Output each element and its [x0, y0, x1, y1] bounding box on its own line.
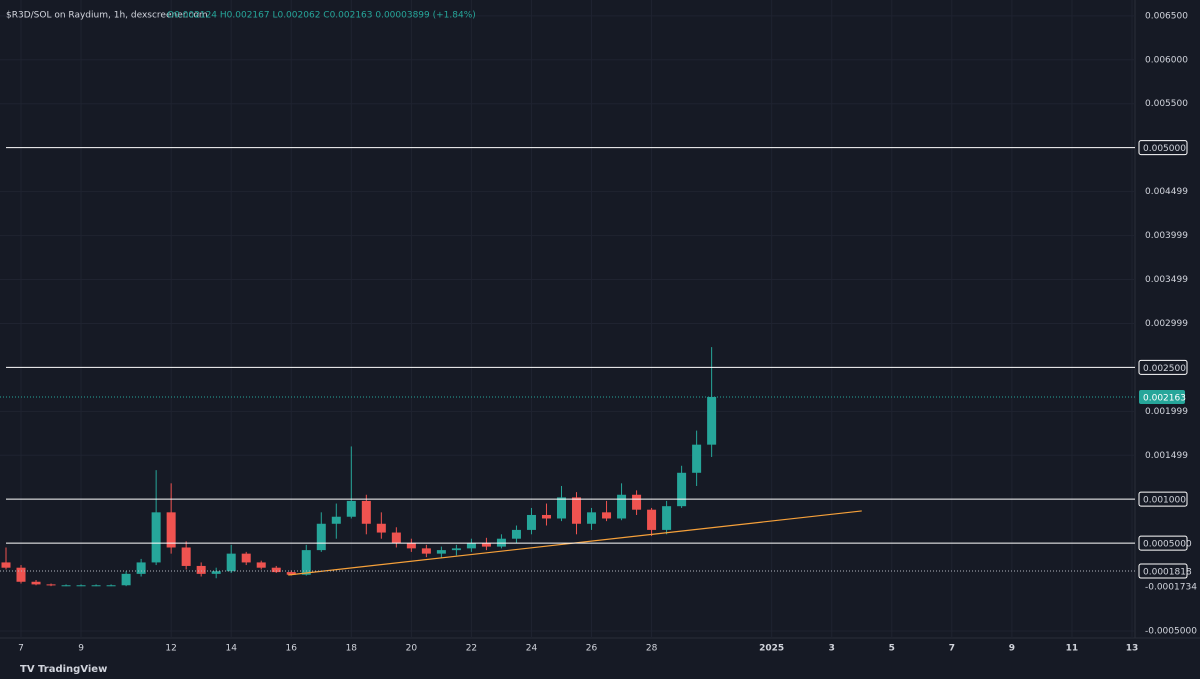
y-tick-label: 0.006000 — [1145, 55, 1188, 65]
candle-body — [481, 543, 491, 547]
candle-body — [617, 494, 627, 519]
candle-body — [602, 512, 612, 519]
candle-body — [271, 567, 281, 573]
candle-body — [421, 548, 431, 554]
last-price-label: 0.002163 — [1143, 393, 1186, 403]
candle-body — [587, 512, 597, 524]
y-tick-label: 0.003499 — [1145, 275, 1188, 285]
candle-body — [256, 562, 266, 568]
candle-body — [106, 585, 116, 587]
candle-body — [181, 547, 191, 566]
candle-body — [76, 585, 86, 587]
candle-body — [16, 567, 26, 582]
candle-body — [647, 509, 657, 530]
level-label: 0.005000 — [1143, 144, 1186, 154]
candle-body — [436, 550, 446, 554]
chart-title: $R3D/SOL on Raydium, 1h, dexscreener.com — [6, 11, 208, 21]
y-tick-label: -0.0005000 — [1145, 626, 1197, 636]
candle-body — [301, 550, 311, 575]
candle-body — [196, 565, 206, 574]
level-label: 0.002500 — [1143, 364, 1186, 374]
candle-body — [286, 572, 296, 575]
x-tick-label: 7 — [18, 644, 24, 654]
x-tick-label: 5 — [889, 644, 895, 654]
candle-body — [451, 548, 461, 551]
last-price-box — [1139, 389, 1185, 404]
low-label: -0.0001734 — [1145, 583, 1197, 593]
candle-body — [662, 506, 672, 530]
candle-body — [692, 444, 702, 473]
candle-body — [541, 514, 551, 519]
y-tick-label: 0.004499 — [1145, 187, 1188, 197]
candle-body — [376, 523, 386, 533]
candle-body — [572, 497, 582, 524]
candle-body — [556, 497, 566, 519]
level-label-box — [1138, 491, 1188, 507]
candle-body — [91, 585, 101, 587]
candle-body — [316, 523, 326, 551]
candle-body — [526, 514, 536, 530]
candle-body — [31, 581, 41, 585]
x-tick-label: 13 — [1126, 644, 1139, 654]
candle-body — [632, 494, 642, 510]
x-tick-label: 22 — [466, 644, 477, 654]
x-tick-label: 16 — [286, 644, 298, 654]
candle-body — [511, 529, 521, 539]
y-tick-label: 0.003999 — [1145, 231, 1188, 241]
x-tick-label: 18 — [346, 644, 358, 654]
ohlc-legend: O0.002124 H0.002167 L0.002062 C0.002163 … — [167, 11, 476, 21]
level-label-box — [1138, 140, 1188, 156]
candle-body — [61, 585, 71, 587]
x-tick-label: 14 — [225, 644, 237, 654]
x-tick-label: 28 — [646, 644, 658, 654]
x-tick-label: 9 — [78, 644, 84, 654]
x-tick-label: 3 — [829, 644, 835, 654]
candle-body — [331, 516, 341, 524]
x-tick-label: 26 — [586, 644, 598, 654]
candle-body — [226, 553, 236, 572]
reference-label: 0.0001818 — [1143, 568, 1192, 578]
candle-body — [361, 500, 371, 524]
source-logo: TV TradingView — [20, 664, 107, 675]
candle-body — [136, 562, 146, 574]
y-tick-label: 0.006500 — [1145, 11, 1188, 21]
candle-body — [211, 571, 221, 574]
candle-body — [121, 573, 131, 586]
x-tick-label: 9 — [1009, 644, 1015, 654]
candle-body — [241, 553, 251, 563]
candle-body — [466, 543, 476, 549]
x-tick-label: 11 — [1066, 644, 1079, 654]
x-tick-label: 12 — [165, 644, 176, 654]
level-label: 0.0005000 — [1143, 540, 1192, 550]
candle-body — [166, 512, 176, 548]
candle-body — [46, 584, 56, 586]
x-tick-label: 24 — [526, 644, 538, 654]
y-tick-label: 0.001499 — [1145, 451, 1188, 461]
x-tick-label: 2025 — [759, 644, 784, 654]
candle-body — [391, 532, 401, 544]
y-tick-label: 0.001999 — [1145, 407, 1188, 417]
candle-body — [346, 500, 356, 517]
source-text: TradingView — [38, 664, 107, 675]
x-tick-label: 7 — [949, 644, 955, 654]
reference-label-box — [1138, 563, 1188, 579]
level-label: 0.001000 — [1143, 496, 1186, 506]
candle-body — [677, 472, 687, 507]
candle-body — [1, 562, 11, 568]
x-tick-label: 20 — [406, 644, 418, 654]
candle-body — [406, 543, 416, 549]
candle-body — [151, 512, 161, 563]
candle-body — [707, 396, 717, 445]
y-tick-label: 0.002999 — [1145, 319, 1188, 329]
y-tick-label: 0.005500 — [1145, 99, 1188, 109]
level-label-box — [1138, 535, 1188, 551]
level-label-box — [1138, 359, 1188, 375]
